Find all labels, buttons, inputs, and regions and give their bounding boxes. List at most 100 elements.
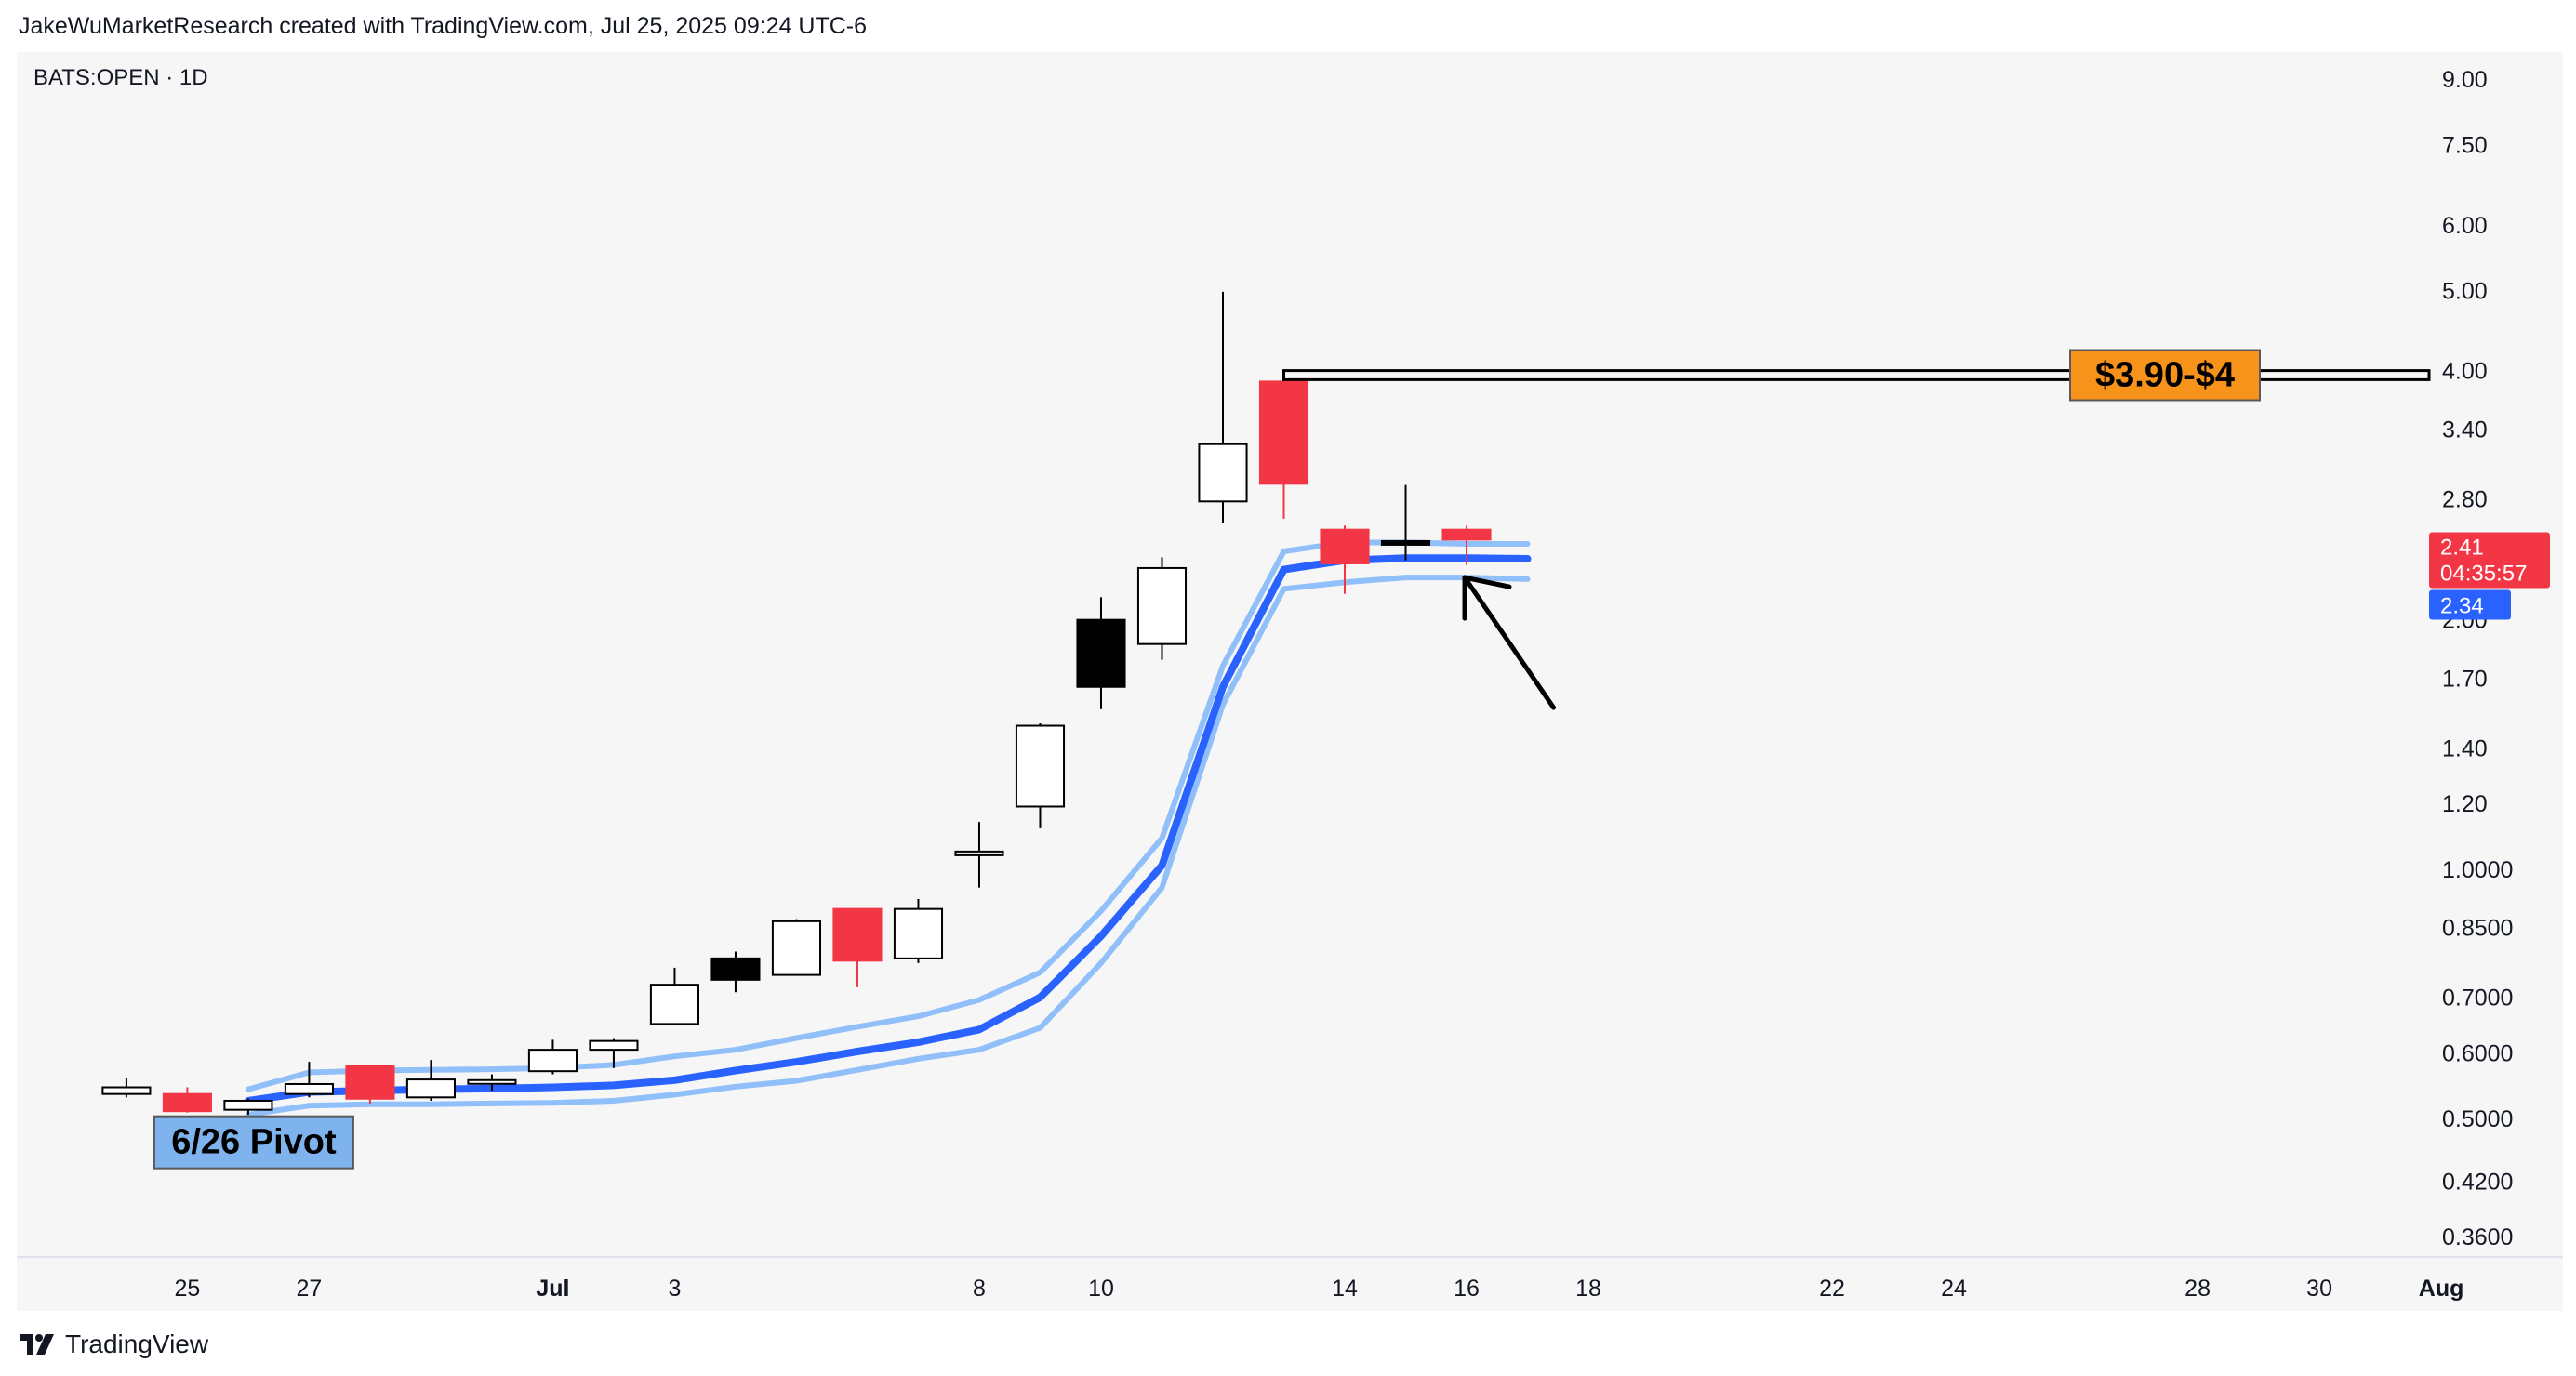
x-axis-band bbox=[17, 1259, 2563, 1311]
x-tick-label: 14 bbox=[1332, 1276, 1358, 1302]
x-tick-label: 25 bbox=[175, 1276, 201, 1302]
chart-plot-area[interactable] bbox=[17, 52, 2563, 1309]
candle-body bbox=[954, 850, 1004, 856]
candle bbox=[1015, 722, 1066, 828]
annotations: $3.90-$4 6/26 Pivot bbox=[153, 349, 2431, 1170]
candle-body bbox=[1076, 618, 1126, 688]
candle bbox=[467, 1074, 517, 1092]
candle bbox=[527, 1039, 578, 1075]
pivot-label: 6/26 Pivot bbox=[171, 1123, 337, 1162]
candle-body bbox=[284, 1082, 334, 1095]
candle bbox=[1380, 484, 1431, 561]
candle-body bbox=[589, 1039, 639, 1052]
x-tick-label: 28 bbox=[2184, 1276, 2211, 1302]
y-tick-label: 0.5000 bbox=[2442, 1106, 2513, 1132]
x-tick-label: 27 bbox=[297, 1276, 323, 1302]
x-tick-label: 8 bbox=[973, 1276, 986, 1302]
x-tick-label: 24 bbox=[1941, 1276, 1967, 1302]
candle bbox=[954, 822, 1004, 888]
candle bbox=[832, 907, 883, 987]
y-tick-label: 2.80 bbox=[2442, 487, 2488, 513]
resistance-zone bbox=[1282, 369, 2431, 381]
y-tick-label: 1.20 bbox=[2442, 791, 2488, 817]
candle-body bbox=[1441, 528, 1492, 541]
candle bbox=[162, 1087, 212, 1113]
candle-body bbox=[1015, 724, 1066, 808]
candle-body bbox=[1320, 528, 1370, 564]
candle bbox=[405, 1060, 456, 1101]
candle-body bbox=[893, 907, 944, 959]
candle-body bbox=[1380, 539, 1431, 546]
candle-body bbox=[101, 1086, 152, 1095]
candle-body bbox=[1258, 380, 1309, 485]
y-axis: 9.00 7.50 6.00 5.00 4.00 3.40 2.80 1.70 1.40 1.20… bbox=[2442, 67, 2513, 1250]
candle-body bbox=[771, 920, 822, 976]
y-tick-label: 7.50 bbox=[2442, 132, 2488, 158]
candle bbox=[1076, 597, 1126, 709]
moving-average-bands bbox=[244, 539, 1532, 1118]
candle-body bbox=[1198, 443, 1248, 503]
x-tick-label: 22 bbox=[1819, 1276, 1845, 1302]
x-tick-label: Aug bbox=[2419, 1276, 2464, 1302]
y-tick-label: 0.7000 bbox=[2442, 986, 2513, 1012]
y-tick-label: 0.3600 bbox=[2442, 1224, 2513, 1250]
y-tick-label: 6.00 bbox=[2442, 213, 2488, 239]
candle bbox=[1320, 525, 1370, 594]
candle-body bbox=[345, 1065, 395, 1100]
candlesticks bbox=[101, 291, 1492, 1115]
ma-value: 2.34 bbox=[2440, 594, 2484, 619]
candle bbox=[649, 967, 700, 1025]
y-tick-label: 9.00 bbox=[2442, 67, 2488, 93]
x-axis: 25 27 Jul 3 8 10 14 16 18 22 24 28 30 Aug bbox=[17, 1256, 2563, 1311]
ma-upper-band bbox=[245, 539, 1531, 1092]
ma-lower-band bbox=[245, 575, 1531, 1118]
y-tick-label: 4.00 bbox=[2442, 359, 2488, 385]
y-tick-label: 0.4200 bbox=[2442, 1169, 2513, 1195]
y-tick-label: 0.6000 bbox=[2442, 1040, 2513, 1066]
candle-body bbox=[527, 1049, 578, 1073]
candle-body bbox=[467, 1078, 517, 1085]
pointer-arrow-icon bbox=[1462, 575, 1557, 710]
y-tick-label: 3.40 bbox=[2442, 417, 2488, 443]
candle bbox=[1136, 557, 1188, 660]
x-tick-label: 30 bbox=[2306, 1276, 2332, 1302]
candle-body bbox=[405, 1078, 456, 1099]
candle bbox=[1441, 525, 1492, 565]
x-tick-label: 18 bbox=[1575, 1276, 1601, 1302]
ma-value-tag bbox=[2429, 589, 2511, 620]
arrow-shaft bbox=[1462, 575, 1557, 710]
y-tick-label: 1.40 bbox=[2442, 736, 2488, 762]
ma-line bbox=[244, 554, 1532, 1105]
symbol-label: BATS:OPEN · 1D bbox=[33, 65, 208, 90]
y-tick-label: 1.70 bbox=[2442, 667, 2488, 693]
candle-body bbox=[162, 1092, 212, 1113]
candle bbox=[101, 1078, 152, 1098]
candle-body bbox=[223, 1099, 273, 1111]
candle bbox=[1258, 380, 1309, 519]
candle bbox=[771, 919, 822, 976]
candle-body bbox=[649, 984, 700, 1025]
candle bbox=[589, 1038, 639, 1068]
candle-body bbox=[1136, 566, 1188, 645]
tradingview-logo-icon bbox=[20, 1334, 54, 1355]
candle bbox=[345, 1065, 395, 1104]
pivot-label-box bbox=[153, 1115, 354, 1170]
resistance-label: $3.90-$4 bbox=[2095, 355, 2235, 394]
last-price-tag bbox=[2429, 532, 2550, 589]
y-tick-label: 1.0000 bbox=[2442, 857, 2513, 883]
candle-body bbox=[832, 907, 883, 962]
candle bbox=[223, 1098, 273, 1115]
candle bbox=[893, 899, 944, 963]
candle bbox=[284, 1062, 334, 1098]
chart-attribution: JakeWuMarketResearch created with Tradin… bbox=[19, 13, 868, 39]
resistance-label-box bbox=[2069, 349, 2261, 402]
last-price-value: 2.41 bbox=[2440, 536, 2484, 561]
tradingview-brand[interactable]: TradingView bbox=[19, 1330, 208, 1359]
candle-body bbox=[710, 957, 761, 981]
x-tick-label: 16 bbox=[1454, 1276, 1480, 1302]
y-tick-label: 0.8500 bbox=[2442, 916, 2513, 942]
arrow-head bbox=[1462, 575, 1512, 621]
tradingview-brand-label: TradingView bbox=[65, 1330, 209, 1358]
